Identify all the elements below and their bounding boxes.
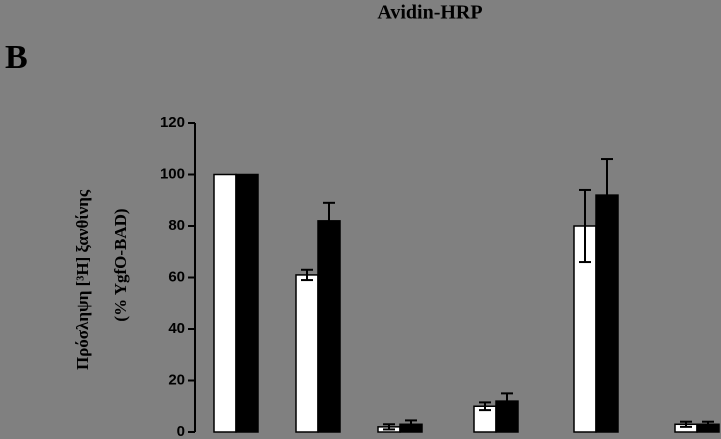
bar xyxy=(317,220,341,433)
bar xyxy=(235,173,259,433)
y-tick-label: 80 xyxy=(168,217,185,234)
error-bar xyxy=(579,188,591,264)
bar xyxy=(213,173,237,433)
y-tick-label: 20 xyxy=(168,371,185,388)
error-bar xyxy=(383,423,395,431)
error-bar xyxy=(301,268,313,282)
error-bar xyxy=(405,419,417,430)
y-axis-label: Πρόσληψη [³H] ξανθίνης xyxy=(73,189,92,370)
y-axis-label: (% YgfO-BAD) xyxy=(111,208,130,321)
y-tick-label: 120 xyxy=(160,114,185,131)
error-bar xyxy=(702,420,714,428)
error-bar xyxy=(501,392,513,410)
error-bar xyxy=(601,158,613,233)
chart-title: Avidin-HRP xyxy=(377,2,482,24)
bar xyxy=(295,274,319,433)
error-bar xyxy=(323,201,335,240)
y-tick-label: 100 xyxy=(160,165,185,182)
y-tick-label: 40 xyxy=(168,320,185,337)
error-bar xyxy=(680,420,692,428)
y-tick-label: 0 xyxy=(177,423,185,439)
panel-label: B xyxy=(5,39,28,76)
error-bar xyxy=(479,401,491,412)
y-tick-label: 60 xyxy=(168,268,185,285)
